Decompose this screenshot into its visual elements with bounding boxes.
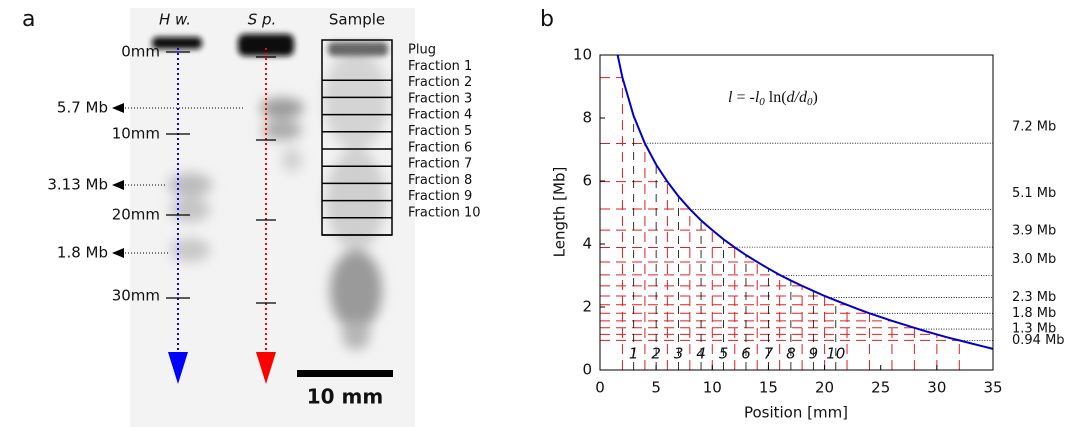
size-label: 1.8 Mb <box>57 244 108 262</box>
y-tick-label: 2 <box>582 298 592 316</box>
reference-label: 2.3 Mb <box>1012 290 1056 305</box>
x-tick-label: 15 <box>759 379 778 397</box>
lane-label: S p. <box>248 11 277 29</box>
fraction-number: 6 <box>741 345 751 363</box>
scale-label: 10 mm <box>307 385 383 409</box>
arrowhead <box>168 352 188 384</box>
panel-label: a <box>22 7 35 32</box>
plot-frame <box>599 54 994 371</box>
fraction-number: 7 <box>764 345 774 363</box>
reference-label: 1.8 Mb <box>1012 306 1056 321</box>
fraction-label: Plug <box>408 43 436 58</box>
fraction-label: Fraction 5 <box>408 124 472 139</box>
y-axis-label: Length [Mb] <box>551 167 569 258</box>
size-label: 5.7 Mb <box>57 99 108 117</box>
panel-label: b <box>540 7 554 32</box>
reference-label: 1.3 Mb <box>1012 322 1056 337</box>
length-chart: b Position [mm] Length [Mb] l = -l0 ln(d… <box>540 7 1065 422</box>
reference-label: 0.94 Mb <box>1012 333 1065 348</box>
x-tick-label: 25 <box>871 379 890 397</box>
x-tick-label: 10 <box>703 379 722 397</box>
fraction-label: Fraction 1 <box>408 59 472 74</box>
mm-label: 20mm <box>112 206 160 224</box>
scale-bar <box>297 370 393 377</box>
fraction-label: Fraction 7 <box>408 157 472 172</box>
fraction-number: 1 <box>629 345 639 363</box>
y-tick-label: 8 <box>582 109 592 127</box>
curve <box>616 54 994 350</box>
fraction-number: 4 <box>696 345 706 363</box>
x-tick-label: 35 <box>983 379 1002 397</box>
fraction-label: Fraction 10 <box>408 206 481 221</box>
y-tick-label: 6 <box>582 172 592 190</box>
lane-label: H w. <box>159 11 191 29</box>
mm-label: 0mm <box>121 43 160 61</box>
reference-label: 5.1 Mb <box>1012 186 1056 201</box>
fraction-number: 3 <box>674 345 684 363</box>
fraction-label: Fraction 6 <box>408 140 472 155</box>
y-tick-label: 4 <box>582 235 592 253</box>
mm-label: 30mm <box>112 287 160 305</box>
fraction-number: 2 <box>651 345 661 363</box>
reference-label: 7.2 Mb <box>1012 120 1056 135</box>
arrowhead <box>256 352 276 384</box>
fraction-label: Fraction 2 <box>408 75 472 90</box>
formula: l = -l0 ln(d/d0) <box>728 89 818 108</box>
gel-panel: a H w. S p. Sample 0mm 10mm 20mm 30mm 5.… <box>22 7 481 427</box>
x-tick-label: 0 <box>595 379 605 397</box>
size-label: 3.13 Mb <box>47 176 108 194</box>
fraction-number: 5 <box>719 345 729 363</box>
fraction-label: Fraction 8 <box>408 173 472 188</box>
pointer-heads <box>112 103 124 258</box>
plugs <box>152 34 388 56</box>
fraction-number: 8 <box>786 345 796 363</box>
mm-ticks <box>166 51 276 304</box>
fraction-number: 9 <box>809 345 819 363</box>
fraction-dividers <box>322 79 392 236</box>
lane-label: Sample <box>329 11 385 29</box>
fraction-number: 10 <box>826 345 845 363</box>
x-axis-label: Position [mm] <box>744 404 848 422</box>
fraction-label: Fraction 4 <box>408 108 472 123</box>
x-tick-label: 5 <box>651 379 661 397</box>
reference-label: 3.9 Mb <box>1012 224 1056 239</box>
y-tick-label: 0 <box>582 361 592 379</box>
x-tick-label: 30 <box>927 379 946 397</box>
fraction-label: Fraction 3 <box>408 91 472 106</box>
reference-label: 3.0 Mb <box>1012 252 1056 267</box>
size-pointers <box>122 107 243 254</box>
mm-label: 10mm <box>112 125 160 143</box>
x-tick-label: 20 <box>815 379 834 397</box>
y-tick-label: 10 <box>573 46 592 64</box>
fraction-label: Fraction 9 <box>408 189 472 204</box>
